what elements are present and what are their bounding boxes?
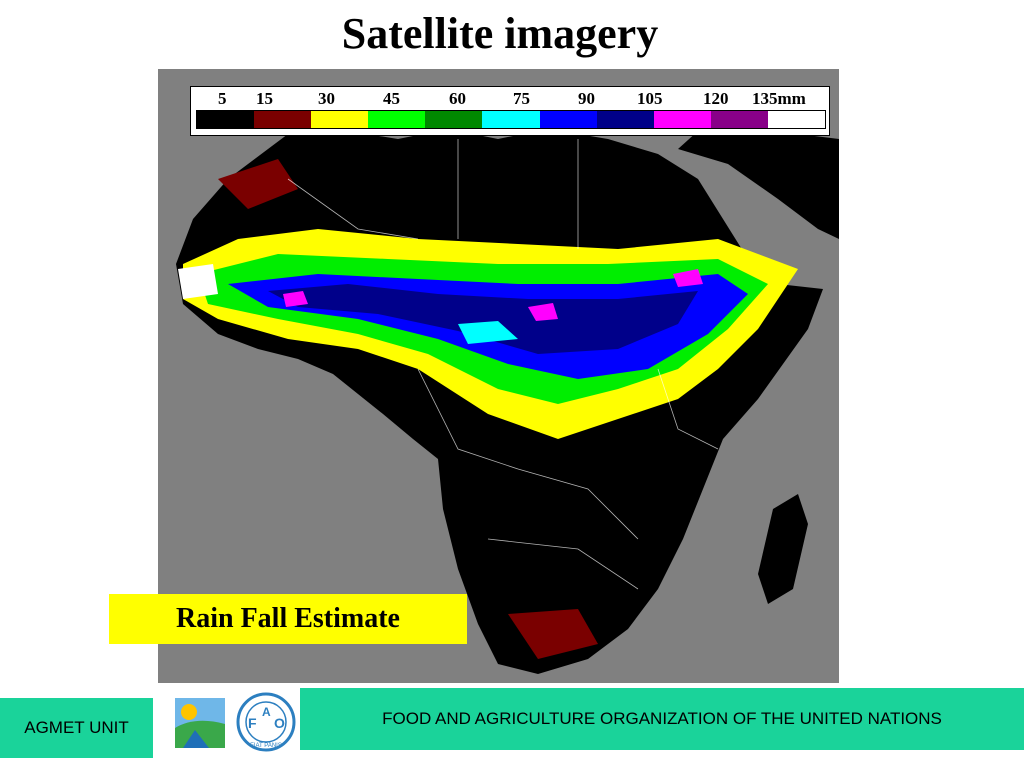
legend-label: 5 bbox=[218, 89, 227, 108]
legend-swatch bbox=[368, 111, 426, 128]
legend-swatch bbox=[197, 111, 255, 128]
map-caption: Rain Fall Estimate bbox=[109, 594, 467, 644]
fao-logo-motto: FIAT PANIS bbox=[250, 743, 282, 749]
fao-logo-letter: F bbox=[248, 715, 257, 731]
africa-map-graphic bbox=[158, 69, 839, 683]
legend-swatch bbox=[767, 111, 826, 128]
legend-label: 60 bbox=[449, 89, 466, 108]
agmet-unit-label: AGMET UNIT bbox=[0, 698, 153, 758]
legend-label: 75 bbox=[513, 89, 530, 108]
rainfall-legend: 5 15 30 45 60 75 90 105 120 135mm bbox=[190, 86, 830, 136]
footer: AGMET UNIT F A O FIAT PANIS FOOD AND AGR… bbox=[0, 688, 1024, 768]
legend-label: 105 bbox=[637, 89, 663, 108]
legend-swatch bbox=[482, 111, 540, 128]
fao-logo-letter: A bbox=[262, 705, 271, 719]
legend-color-bar bbox=[196, 110, 826, 129]
legend-swatch bbox=[311, 111, 369, 128]
fao-name-bar: FOOD AND AGRICULTURE ORGANIZATION OF THE… bbox=[300, 688, 1024, 750]
agmet-logo-icon bbox=[175, 698, 225, 748]
legend-label: 30 bbox=[318, 89, 335, 108]
legend-label: 45 bbox=[383, 89, 400, 108]
legend-labels: 5 15 30 45 60 75 90 105 120 135mm bbox=[191, 89, 829, 109]
legend-label: 15 bbox=[256, 89, 273, 108]
legend-label: 90 bbox=[578, 89, 595, 108]
legend-label: 120 bbox=[703, 89, 729, 108]
legend-swatch bbox=[425, 111, 483, 128]
slide-title: Satellite imagery bbox=[341, 9, 659, 58]
fao-logo-icon: F A O FIAT PANIS bbox=[236, 692, 296, 752]
legend-label: 135mm bbox=[752, 89, 806, 108]
legend-swatch bbox=[596, 111, 654, 128]
legend-swatch bbox=[710, 111, 768, 128]
legend-swatch bbox=[539, 111, 597, 128]
legend-swatch bbox=[254, 111, 312, 128]
organization-name: FOOD AND AGRICULTURE ORGANIZATION OF THE… bbox=[382, 709, 942, 728]
fao-logo-letter: O bbox=[274, 715, 285, 731]
rainfall-map: 5 15 30 45 60 75 90 105 120 135mm bbox=[158, 69, 839, 683]
legend-swatch bbox=[653, 111, 711, 128]
